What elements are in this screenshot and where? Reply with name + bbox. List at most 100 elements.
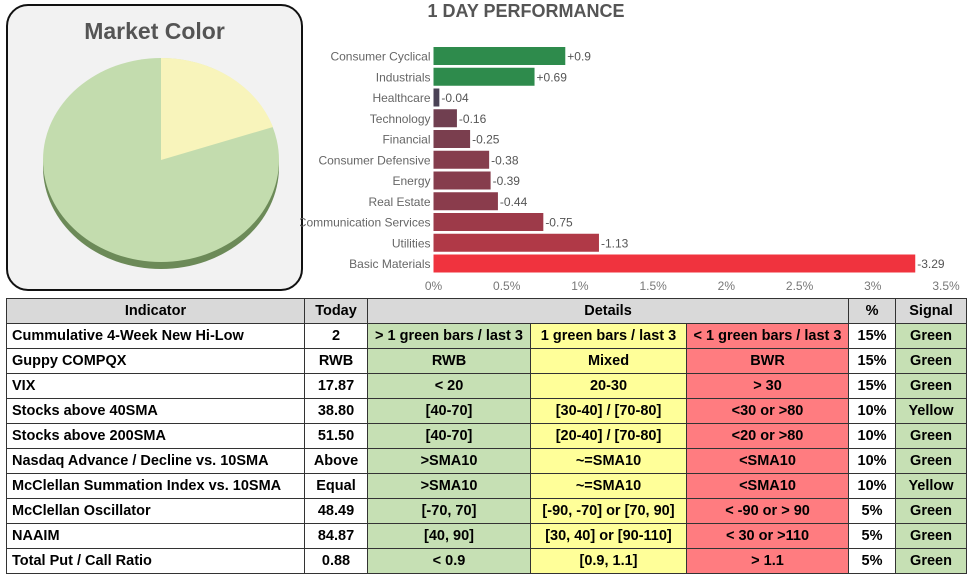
table-row: Stocks above 40SMA 38.80 [40-70] [30-40] / …	[6, 398, 968, 424]
cell-today: 2	[304, 323, 368, 349]
table-row: Nasdaq Advance / Decline vs. 10SMA Above >…	[6, 448, 968, 474]
cell-red: < 1 green bars / last 3	[685, 323, 850, 349]
cell-yellow: 20-30	[530, 373, 687, 399]
cell-yellow: [-90, -70] or [70, 90]	[530, 498, 687, 524]
cell-green: [40-70]	[367, 423, 531, 449]
cell-signal: Green	[895, 373, 968, 399]
cell-signal: Green	[895, 448, 968, 474]
cell-today: 51.50	[304, 423, 368, 449]
cell-name: Stocks above 40SMA	[6, 398, 305, 424]
cell-yellow: [30-40] / [70-80]	[530, 398, 687, 424]
cell-name: NAAIM	[6, 523, 305, 549]
cell-signal: Yellow	[895, 473, 968, 499]
category-label: Consumer Defensive	[318, 153, 430, 167]
category-label: Utilities	[392, 236, 431, 250]
cell-pct: 5%	[848, 498, 897, 524]
indicator-table: Indicator Today Details % Signal Cummula…	[6, 298, 968, 574]
cell-today: RWB	[304, 348, 368, 374]
cell-red: > 1.1	[685, 548, 850, 574]
x-tick-label: 1%	[571, 279, 589, 293]
cell-name: Guppy COMPQX	[6, 348, 305, 374]
category-label: Healthcare	[372, 91, 430, 105]
table-row: McClellan Summation Index vs. 10SMA Equal…	[6, 473, 968, 499]
chart-title: 1 DAY PERFORMANCE	[427, 1, 624, 21]
x-tick-label: 0.5%	[493, 279, 521, 293]
bar	[433, 213, 544, 231]
value-label: -1.13	[601, 236, 629, 250]
category-label: Financial	[382, 133, 430, 147]
cell-green: [40, 90]	[367, 523, 531, 549]
x-tick-label: 3.5%	[932, 279, 960, 293]
cell-signal: Green	[895, 348, 968, 374]
x-tick-label: 1.5%	[639, 279, 667, 293]
cell-today: 0.88	[304, 548, 368, 574]
table-row: McClellan Oscillator 48.49 [-70, 70] [-90, …	[6, 498, 968, 524]
header-details: Details	[366, 298, 850, 324]
cell-red: <SMA10	[685, 473, 850, 499]
cell-green: [40-70]	[367, 398, 531, 424]
category-label: Energy	[392, 174, 430, 188]
cell-red: < 30 or >110	[685, 523, 850, 549]
cell-signal: Green	[895, 323, 968, 349]
category-label: Basic Materials	[349, 257, 430, 271]
table-header-row: Indicator Today Details % Signal	[6, 298, 968, 324]
value-label: +0.69	[537, 70, 568, 84]
category-label: Technology	[370, 112, 431, 126]
cell-green: > 1 green bars / last 3	[367, 323, 531, 349]
value-label: +0.9	[567, 50, 591, 64]
cell-name: Cummulative 4-Week New Hi-Low	[6, 323, 305, 349]
cell-signal: Green	[895, 498, 968, 524]
cell-red: > 30	[685, 373, 850, 399]
category-label: Industrials	[376, 70, 431, 84]
cell-pct: 15%	[848, 373, 897, 399]
market-color-panel: Market Color	[6, 4, 303, 291]
table-row: Total Put / Call Ratio 0.88 < 0.9 [0.9, 1.1…	[6, 548, 968, 574]
cell-signal: Yellow	[895, 398, 968, 424]
header-signal: Signal	[895, 298, 968, 324]
cell-red: <30 or >80	[685, 398, 850, 424]
x-tick-label: 2.5%	[786, 279, 814, 293]
category-label: Consumer Cyclical	[330, 50, 430, 64]
cell-today: Equal	[304, 473, 368, 499]
header-today: Today	[304, 298, 368, 324]
bar	[433, 88, 440, 107]
bar	[433, 233, 599, 252]
category-label: Communication Services	[300, 216, 431, 230]
value-label: -0.25	[472, 133, 500, 147]
cell-yellow: [0.9, 1.1]	[530, 548, 687, 574]
value-label: -0.38	[491, 153, 519, 167]
cell-green: [-70, 70]	[367, 498, 531, 524]
cell-today: Above	[304, 448, 368, 474]
cell-pct: 10%	[848, 473, 897, 499]
bar	[433, 150, 490, 169]
bar	[433, 254, 916, 273]
cell-red: <20 or >80	[685, 423, 850, 449]
cell-pct: 5%	[848, 523, 897, 549]
value-label: -0.04	[441, 91, 469, 105]
cell-green: >SMA10	[367, 473, 531, 499]
cell-green: < 0.9	[367, 548, 531, 574]
header-indicator: Indicator	[6, 298, 305, 324]
value-label: -0.75	[545, 216, 573, 230]
cell-pct: 5%	[848, 548, 897, 574]
value-label: -0.44	[500, 195, 528, 209]
table-row: Stocks above 200SMA 51.50 [40-70] [20-40] /…	[6, 423, 968, 449]
cell-name: Total Put / Call Ratio	[6, 548, 305, 574]
bar	[433, 67, 535, 86]
bar	[433, 171, 491, 190]
cell-name: McClellan Oscillator	[6, 498, 305, 524]
cell-name: McClellan Summation Index vs. 10SMA	[6, 473, 305, 499]
cell-name: Nasdaq Advance / Decline vs. 10SMA	[6, 448, 305, 474]
category-label: Real Estate	[368, 195, 430, 209]
cell-signal: Green	[895, 548, 968, 574]
cell-pct: 10%	[848, 423, 897, 449]
cell-green: >SMA10	[367, 448, 531, 474]
cell-yellow: 1 green bars / last 3	[530, 323, 687, 349]
table-row: Cummulative 4-Week New Hi-Low 2 > 1 green …	[6, 323, 968, 349]
x-tick-label: 0%	[425, 279, 443, 293]
market-color-title: Market Color	[84, 18, 225, 44]
cell-signal: Green	[895, 523, 968, 549]
cell-name: Stocks above 200SMA	[6, 423, 305, 449]
cell-today: 84.87	[304, 523, 368, 549]
cell-yellow: [20-40] / [70-80]	[530, 423, 687, 449]
